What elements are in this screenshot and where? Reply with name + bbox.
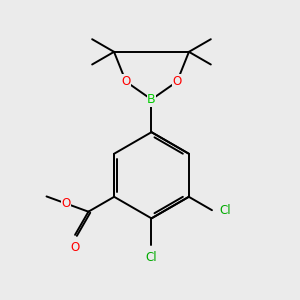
Text: O: O <box>121 75 130 88</box>
Text: O: O <box>61 197 71 210</box>
Text: Cl: Cl <box>219 204 231 217</box>
Text: O: O <box>172 75 182 88</box>
Text: O: O <box>70 241 80 254</box>
Text: Cl: Cl <box>146 251 157 264</box>
Text: B: B <box>147 93 156 106</box>
